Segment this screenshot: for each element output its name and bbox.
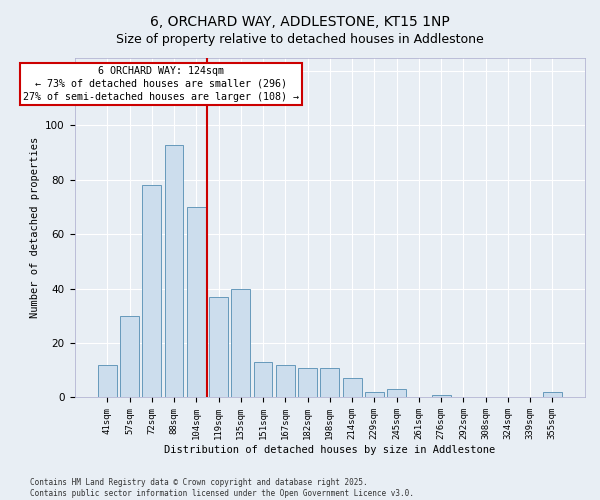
Bar	[164, 144, 184, 398]
Bar	[232, 288, 250, 398]
Bar	[187, 207, 206, 398]
Bar	[320, 368, 339, 398]
Text: 6 ORCHARD WAY: 124sqm  
← 73% of detached houses are smaller (296)
27% of semi-d: 6 ORCHARD WAY: 124sqm ← 73% of detached …	[23, 66, 299, 102]
Bar	[276, 365, 295, 398]
Bar	[543, 392, 562, 398]
Bar	[142, 186, 161, 398]
Bar	[120, 316, 139, 398]
Bar	[431, 395, 451, 398]
Text: Contains HM Land Registry data © Crown copyright and database right 2025.
Contai: Contains HM Land Registry data © Crown c…	[30, 478, 414, 498]
Bar	[387, 390, 406, 398]
Bar	[298, 368, 317, 398]
Text: 6, ORCHARD WAY, ADDLESTONE, KT15 1NP: 6, ORCHARD WAY, ADDLESTONE, KT15 1NP	[150, 15, 450, 29]
X-axis label: Distribution of detached houses by size in Addlestone: Distribution of detached houses by size …	[164, 445, 496, 455]
Bar	[365, 392, 384, 398]
Bar	[98, 365, 117, 398]
Bar	[343, 378, 362, 398]
Text: Size of property relative to detached houses in Addlestone: Size of property relative to detached ho…	[116, 32, 484, 46]
Bar	[209, 297, 228, 398]
Bar	[254, 362, 272, 398]
Y-axis label: Number of detached properties: Number of detached properties	[29, 137, 40, 318]
